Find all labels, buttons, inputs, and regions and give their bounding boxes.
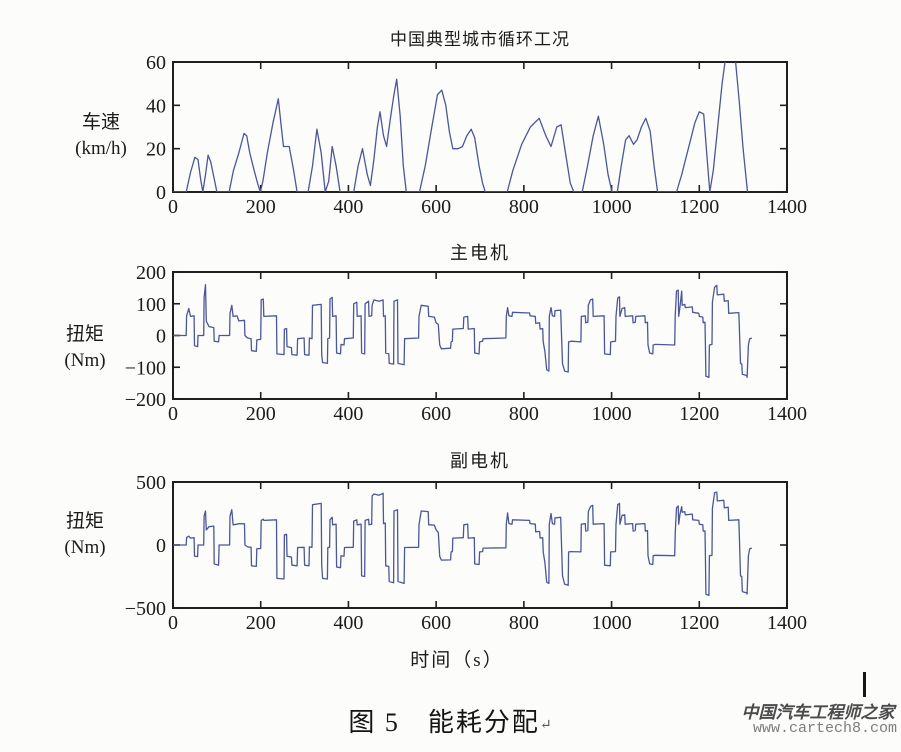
svg-text:0: 0 bbox=[156, 535, 166, 557]
chart2-ylabel: 扭矩 (Nm) bbox=[64, 324, 106, 371]
svg-text:1400: 1400 bbox=[767, 196, 807, 218]
svg-text:200: 200 bbox=[246, 196, 276, 218]
svg-text:600: 600 bbox=[421, 196, 451, 218]
svg-text:1000: 1000 bbox=[592, 403, 632, 425]
svg-text:1200: 1200 bbox=[679, 403, 719, 425]
svg-text:0: 0 bbox=[156, 326, 166, 348]
svg-text:800: 800 bbox=[509, 403, 539, 425]
svg-text:60: 60 bbox=[146, 52, 166, 74]
chart1-title: 中国典型城市循环工况 bbox=[390, 30, 570, 49]
paragraph-return-mark: ↵ bbox=[539, 718, 552, 733]
svg-text:−100: −100 bbox=[125, 357, 166, 379]
watermark-url-text: www.cartech8.com bbox=[752, 720, 898, 737]
svg-text:400: 400 bbox=[333, 196, 363, 218]
svg-text:1200: 1200 bbox=[679, 196, 719, 218]
text-cursor-mark bbox=[863, 672, 866, 697]
svg-text:600: 600 bbox=[421, 403, 451, 425]
chart3-ylabel: 扭矩 (Nm) bbox=[64, 511, 106, 558]
svg-text:0: 0 bbox=[168, 403, 178, 425]
chart1-ylabel: 车速 (km/h) bbox=[75, 112, 127, 159]
chart2-title: 主电机 bbox=[450, 243, 510, 263]
svg-text:200: 200 bbox=[246, 403, 276, 425]
svg-text:600: 600 bbox=[421, 612, 451, 634]
svg-text:1400: 1400 bbox=[767, 403, 807, 425]
svg-text:400: 400 bbox=[333, 612, 363, 634]
svg-text:40: 40 bbox=[146, 95, 166, 117]
svg-text:−500: −500 bbox=[125, 598, 166, 620]
svg-text:200: 200 bbox=[246, 612, 276, 634]
svg-text:20: 20 bbox=[146, 139, 166, 161]
svg-text:100: 100 bbox=[136, 294, 166, 316]
figure-caption: 图 5 能耗分配↵ bbox=[280, 702, 620, 739]
svg-text:200: 200 bbox=[136, 262, 166, 284]
svg-text:−200: −200 bbox=[125, 389, 166, 411]
figure-caption-text: 图 5 能耗分配 bbox=[348, 708, 540, 737]
svg-text:1000: 1000 bbox=[592, 612, 632, 634]
svg-text:1000: 1000 bbox=[592, 196, 632, 218]
svg-text:0: 0 bbox=[168, 196, 178, 218]
svg-text:500: 500 bbox=[136, 472, 166, 494]
svg-text:0: 0 bbox=[156, 182, 166, 204]
svg-text:1400: 1400 bbox=[767, 612, 807, 634]
x-axis-label: 时间（s） bbox=[410, 650, 504, 671]
watermark-brand-text: 中国汽车工程师之家 bbox=[741, 703, 895, 722]
svg-text:0: 0 bbox=[168, 612, 178, 634]
svg-text:800: 800 bbox=[509, 196, 539, 218]
svg-text:800: 800 bbox=[509, 612, 539, 634]
chart3-title: 副电机 bbox=[450, 451, 510, 471]
svg-text:1200: 1200 bbox=[679, 612, 719, 634]
svg-text:400: 400 bbox=[333, 403, 363, 425]
